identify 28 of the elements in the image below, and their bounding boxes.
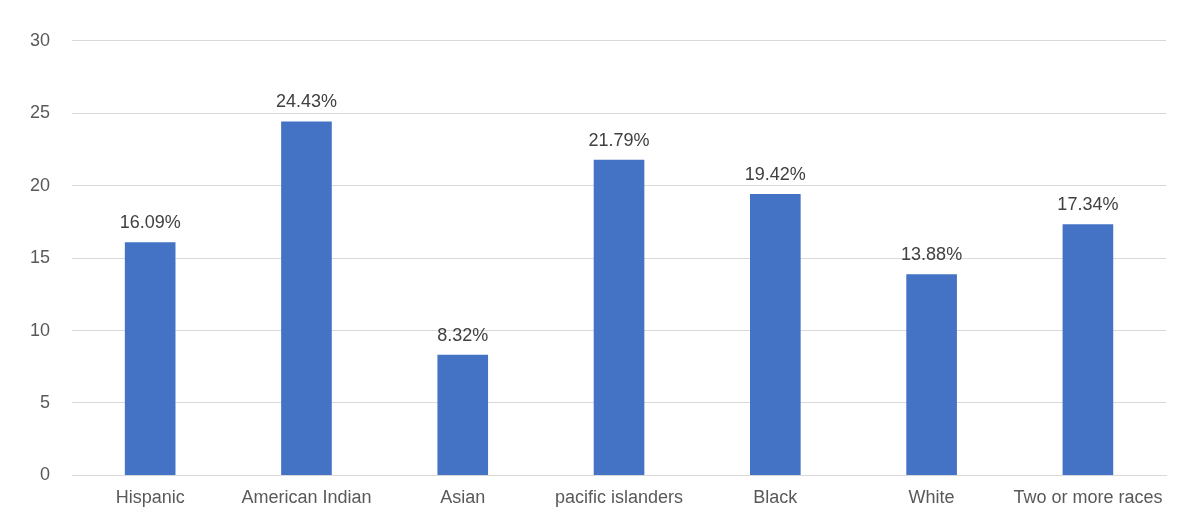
data-label: 21.79% bbox=[588, 129, 650, 150]
x-tick-label: Asian bbox=[440, 487, 486, 508]
x-tick-label: American Indian bbox=[241, 487, 372, 508]
x-tick-label: pacific islanders bbox=[555, 487, 684, 508]
data-label: 19.42% bbox=[744, 164, 806, 185]
y-tick-label: 0 bbox=[40, 464, 51, 485]
bar bbox=[593, 159, 645, 475]
bar bbox=[906, 274, 957, 475]
y-tick-label: 30 bbox=[29, 29, 51, 50]
data-label: 17.34% bbox=[1057, 194, 1119, 215]
data-label: 24.43% bbox=[275, 91, 337, 112]
y-tick-label: 15 bbox=[29, 247, 51, 268]
bar bbox=[437, 354, 489, 475]
x-tick-label: Hispanic bbox=[115, 487, 185, 508]
y-tick-label: 25 bbox=[29, 102, 51, 123]
bar bbox=[124, 242, 176, 475]
bar bbox=[281, 121, 332, 475]
bar bbox=[1062, 224, 1114, 475]
x-tick-label: White bbox=[908, 487, 955, 508]
data-label: 8.32% bbox=[437, 324, 489, 345]
y-tick-label: 5 bbox=[40, 391, 51, 412]
data-label: 13.88% bbox=[901, 244, 963, 265]
x-tick-label: Black bbox=[753, 487, 799, 508]
data-label: 16.09% bbox=[119, 212, 181, 233]
y-tick-label: 20 bbox=[29, 174, 51, 195]
bar bbox=[750, 194, 801, 475]
x-tick-label: Two or more races bbox=[1013, 487, 1163, 508]
y-tick-label: 10 bbox=[29, 319, 51, 340]
